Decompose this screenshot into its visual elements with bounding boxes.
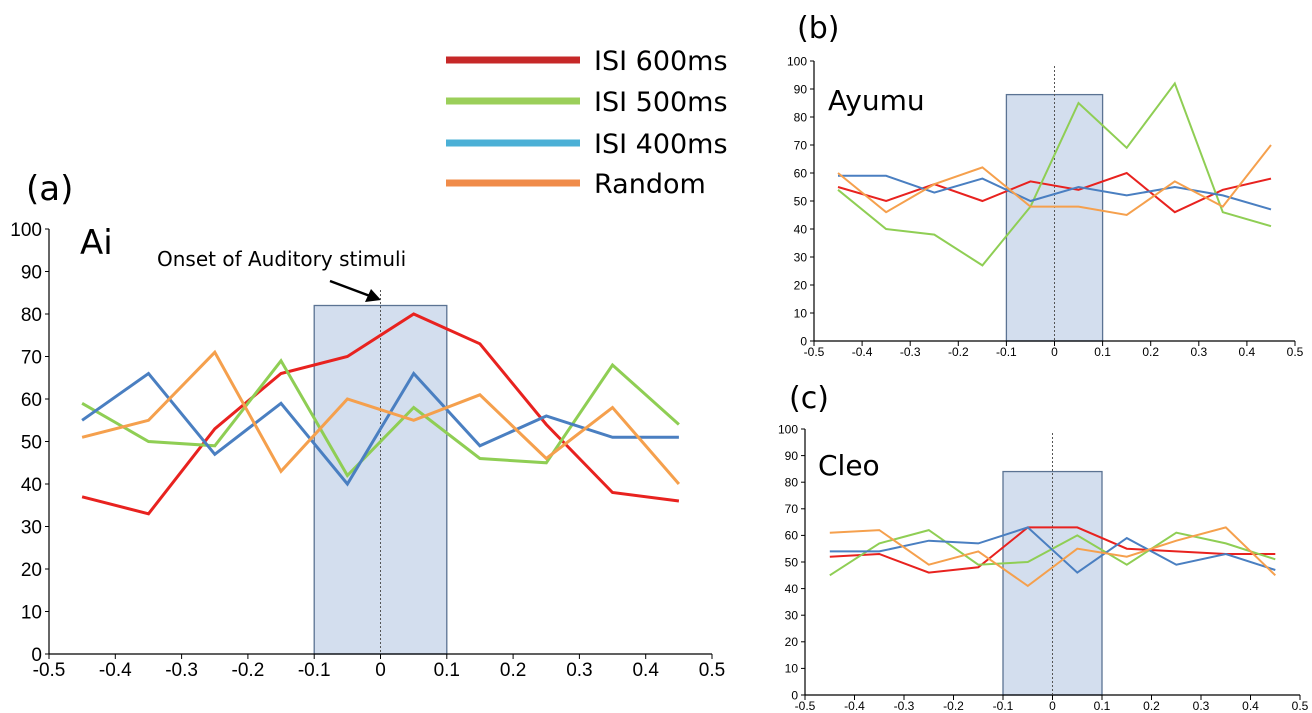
cleo-x-tick-label: -0.4 xyxy=(844,699,865,713)
ayumu-x-tick-label: 0.2 xyxy=(1142,345,1159,359)
subject-label-cleo: Cleo xyxy=(818,449,880,482)
ai-x-tick-label: 0.5 xyxy=(699,660,725,681)
cleo-y-tick-label: 40 xyxy=(785,582,799,596)
ai-x-tick-label: -0.4 xyxy=(99,660,132,681)
ayumu-x-tick-label: -0.5 xyxy=(804,345,825,359)
ai-x-tick-label: -0.5 xyxy=(33,660,66,681)
legend-label-isi-600: ISI 600ms xyxy=(594,46,728,77)
ai-series-isi-600ms xyxy=(81,312,680,516)
panel-c-chart: 0 10 20 30 40 50 60 70 80 90 100 -0.5 -0.4 -0.3 -0.2 -0… xyxy=(778,422,1309,713)
onset-annotation: Onset of Auditory stimuli xyxy=(157,247,406,271)
ayumu-x-tick-label: 0.1 xyxy=(1094,345,1111,359)
panel-label-b: (b) xyxy=(797,11,839,46)
cleo-x-tick-label: -0.1 xyxy=(993,699,1014,713)
ayumu-y-tick-label: 80 xyxy=(794,110,808,124)
ayumu-y-tick-label: 90 xyxy=(794,82,808,96)
cleo-series-random xyxy=(829,526,1276,588)
ai-y-tick-label: 50 xyxy=(21,432,42,453)
ai-x-tick-label: -0.1 xyxy=(298,660,331,681)
panel-label-c: (c) xyxy=(789,381,829,416)
ayumu-x-tick-label: 0 xyxy=(1051,345,1058,359)
cleo-x-tick-label: 0.2 xyxy=(1143,699,1160,713)
cleo-y-tick-label: 0 xyxy=(791,688,798,702)
ayumu-y-tick-label: 70 xyxy=(794,138,808,152)
cleo-y-tick-label: 90 xyxy=(785,449,799,463)
cleo-x-tick-label: -0.2 xyxy=(943,699,964,713)
ai-y-tick-label: 30 xyxy=(21,517,42,538)
legend-label-random: Random xyxy=(594,169,706,200)
panel-a-chart: 0 10 20 30 40 50 60 70 80 90 100 -0.5 -0.4 -0.3 -0.2 -0… xyxy=(10,220,725,681)
ayumu-y-tick-label: 30 xyxy=(794,250,808,264)
ai-y-tick-label: 80 xyxy=(21,305,42,326)
cleo-y-tick-label: 20 xyxy=(785,635,799,649)
ayumu-series-isi-500ms xyxy=(837,81,1272,267)
ayumu-y-tick-label: 50 xyxy=(794,194,808,208)
cleo-x-tick-label: 0.4 xyxy=(1242,699,1259,713)
ayumu-x-tick-label: 0.4 xyxy=(1239,345,1256,359)
ayumu-y-tick-label: 10 xyxy=(794,306,808,320)
ayumu-y-tick-label: 60 xyxy=(794,166,808,180)
ayumu-y-tick-label: 0 xyxy=(800,334,807,348)
cleo-series-isi-600ms xyxy=(829,526,1276,574)
ayumu-y-tick-label: 40 xyxy=(794,222,808,236)
cleo-x-tick-label: -0.3 xyxy=(894,699,915,713)
onset-arrow xyxy=(329,279,381,302)
ayumu-x-tick-label: -0.4 xyxy=(852,345,873,359)
ayumu-x-tick-label: -0.3 xyxy=(900,345,921,359)
ayumu-x-tick-label: -0.1 xyxy=(996,345,1017,359)
ai-y-tick-label: 90 xyxy=(21,262,42,283)
ayumu-x-tick-label: -0.2 xyxy=(948,345,969,359)
ai-y-tick-label: 60 xyxy=(21,390,42,411)
cleo-y-tick-label: 60 xyxy=(785,529,799,543)
ai-x-tick-label: 0.1 xyxy=(434,660,460,681)
ai-y-tick-label: 70 xyxy=(21,347,42,368)
cleo-series-isi-400ms xyxy=(829,526,1276,574)
cleo-y-tick-label: 10 xyxy=(785,662,799,676)
panel-b-chart: 0 10 20 30 40 50 60 70 80 90 100 -0.5 -0.4 -0.3 -0.2 -0… xyxy=(787,54,1304,359)
ai-x-tick-label: 0.3 xyxy=(566,660,592,681)
subject-label-ai: Ai xyxy=(80,223,113,263)
cleo-x-tick-label: 0 xyxy=(1049,699,1056,713)
ayumu-series-random xyxy=(837,144,1272,217)
cleo-x-tick-label: -0.5 xyxy=(795,699,816,713)
ayumu-y-tick-label: 100 xyxy=(787,54,807,68)
cleo-y-tick-label: 100 xyxy=(778,422,798,436)
ayumu-x-tick-label: 0.3 xyxy=(1190,345,1207,359)
ai-series-random xyxy=(81,349,681,485)
subject-label-ayumu: Ayumu xyxy=(828,84,925,117)
ai-y-tick-label: 10 xyxy=(21,602,42,623)
ai-x-tick-label: 0 xyxy=(375,660,386,681)
ai-x-tick-label: 0.4 xyxy=(632,660,659,681)
ai-x-tick-label: -0.2 xyxy=(232,660,265,681)
ai-y-tick-label: 40 xyxy=(21,475,42,496)
panel-label-a: (a) xyxy=(26,169,73,209)
ayumu-y-tick-label: 20 xyxy=(794,278,808,292)
ai-series-isi-500ms xyxy=(81,358,680,478)
ayumu-series-isi-400ms xyxy=(838,174,1272,211)
cleo-y-tick-label: 80 xyxy=(785,476,799,490)
legend: ISI 600ms ISI 500ms ISI 400ms Random xyxy=(446,46,728,200)
cleo-y-tick-label: 30 xyxy=(785,609,799,623)
ai-y-tick-label: 0 xyxy=(31,645,42,666)
cleo-x-tick-label: 0.3 xyxy=(1193,699,1210,713)
ai-x-tick-label: -0.3 xyxy=(165,660,198,681)
legend-label-isi-500: ISI 500ms xyxy=(594,87,728,118)
ai-x-tick-label: 0.2 xyxy=(500,660,526,681)
cleo-x-tick-label: 0.5 xyxy=(1292,699,1309,713)
ayumu-x-tick-label: 0.5 xyxy=(1287,345,1304,359)
cleo-x-tick-label: 0.1 xyxy=(1094,699,1111,713)
legend-label-isi-400: ISI 400ms xyxy=(594,129,728,160)
ai-series-isi-400ms xyxy=(81,371,679,487)
cleo-y-tick-label: 50 xyxy=(785,555,799,569)
ai-y-tick-label: 20 xyxy=(21,560,42,581)
ayumu-series-isi-600ms xyxy=(837,171,1272,214)
ai-y-tick-label: 100 xyxy=(10,220,42,241)
cleo-y-tick-label: 70 xyxy=(785,502,799,516)
